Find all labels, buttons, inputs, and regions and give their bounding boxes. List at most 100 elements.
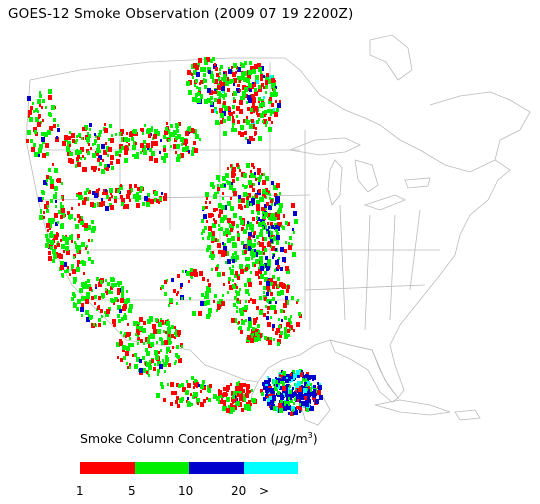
smoke-moderate-pixel: [131, 137, 134, 141]
smoke-high-pixel: [249, 97, 251, 100]
smoke-high-pixel: [260, 219, 263, 223]
smoke-moderate-pixel: [106, 146, 109, 150]
smoke-moderate-pixel: [75, 150, 79, 155]
smoke-low-pixel: [80, 147, 84, 152]
smoke-low-pixel: [255, 271, 259, 276]
smoke-moderate-pixel: [98, 133, 101, 137]
smoke-high-pixel: [276, 235, 280, 240]
smoke-low-pixel: [223, 387, 226, 391]
smoke-low-pixel: [77, 214, 80, 218]
smoke-moderate-pixel: [230, 206, 234, 211]
smoke-moderate-pixel: [210, 71, 213, 75]
smoke-moderate-pixel: [177, 134, 181, 139]
smoke-moderate-pixel: [264, 279, 266, 282]
smoke-moderate-pixel: [87, 132, 89, 135]
smoke-moderate-pixel: [109, 188, 113, 193]
smoke-moderate-pixel: [157, 329, 161, 334]
smoke-moderate-pixel: [306, 408, 309, 412]
smoke-low-pixel: [233, 191, 237, 196]
smoke-moderate-pixel: [89, 128, 91, 131]
smoke-moderate-pixel: [61, 182, 63, 185]
smoke-moderate-pixel: [42, 191, 45, 195]
legend-swatch-very-high: [243, 462, 298, 474]
smoke-low-pixel: [297, 398, 300, 402]
smoke-high-pixel: [180, 283, 183, 287]
smoke-low-pixel: [262, 180, 266, 185]
smoke-low-pixel: [257, 171, 260, 175]
hispaniola: [454, 409, 481, 421]
smoke-low-pixel: [85, 247, 87, 250]
smoke-moderate-pixel: [223, 215, 227, 220]
legend-tick: 10: [178, 484, 194, 498]
smoke-moderate-pixel: [60, 202, 62, 205]
smoke-low-pixel: [97, 136, 100, 140]
smoke-moderate-pixel: [284, 330, 287, 334]
smoke-moderate-pixel: [263, 173, 265, 176]
smoke-low-pixel: [103, 150, 107, 155]
smoke-low-pixel: [230, 383, 232, 386]
smoke-moderate-pixel: [207, 245, 211, 250]
legend-unit-mu: μ: [275, 431, 284, 447]
smoke-moderate-pixel: [226, 228, 229, 232]
smoke-high-pixel: [277, 227, 280, 231]
smoke-moderate-pixel: [105, 288, 107, 291]
smoke-low-pixel: [232, 167, 236, 172]
smoke-moderate-pixel: [248, 180, 252, 185]
smoke-low-pixel: [205, 201, 207, 204]
smoke-moderate-pixel: [269, 289, 271, 292]
smoke-low-pixel: [126, 194, 130, 199]
smoke-moderate-pixel: [232, 395, 235, 399]
smoke-low-pixel: [196, 385, 198, 388]
smoke-moderate-pixel: [137, 335, 139, 338]
smoke-low-pixel: [236, 163, 239, 167]
smoke-moderate-pixel: [73, 303, 77, 308]
smoke-low-pixel: [252, 103, 255, 107]
smoke-moderate-pixel: [246, 163, 250, 168]
smoke-moderate-pixel: [80, 220, 84, 225]
smoke-high-pixel: [159, 364, 163, 369]
smoke-moderate-pixel: [265, 91, 267, 94]
smoke-moderate-pixel: [236, 224, 239, 228]
smoke-high-pixel: [277, 259, 279, 262]
smoke-low-pixel: [231, 318, 235, 323]
smoke-low-pixel: [267, 289, 269, 292]
smoke-moderate-pixel: [30, 139, 33, 143]
smoke-moderate-pixel: [262, 111, 265, 115]
smoke-low-pixel: [237, 276, 240, 280]
smoke-moderate-pixel: [97, 144, 100, 148]
smoke-moderate-pixel: [163, 159, 166, 163]
smoke-low-pixel: [233, 111, 235, 114]
smoke-low-pixel: [172, 346, 174, 349]
smoke-high-pixel: [286, 384, 288, 387]
smoke-low-pixel: [256, 221, 258, 224]
smoke-low-pixel: [283, 303, 287, 308]
smoke-moderate-pixel: [65, 237, 69, 242]
smoke-moderate-pixel: [124, 332, 127, 336]
smoke-moderate-pixel: [129, 337, 131, 340]
smoke-low-pixel: [120, 184, 122, 187]
smoke-moderate-pixel: [235, 318, 237, 321]
smoke-high-pixel: [188, 150, 190, 153]
smoke-moderate-pixel: [182, 140, 184, 143]
smoke-moderate-pixel: [143, 342, 145, 345]
smoke-moderate-pixel: [258, 85, 261, 89]
smoke-moderate-pixel: [161, 341, 164, 345]
smoke-low-pixel: [126, 332, 130, 337]
smoke-moderate-pixel: [57, 124, 59, 127]
smoke-low-pixel: [296, 406, 298, 409]
smoke-low-pixel: [61, 208, 65, 213]
smoke-moderate-pixel: [285, 221, 288, 225]
smoke-moderate-pixel: [154, 191, 158, 196]
smoke-moderate-pixel: [121, 290, 124, 294]
smoke-low-pixel: [154, 141, 158, 146]
smoke-moderate-pixel: [244, 283, 247, 287]
smoke-moderate-pixel: [257, 336, 261, 341]
smoke-moderate-pixel: [265, 207, 267, 210]
smoke-moderate-pixel: [159, 337, 162, 341]
smoke-low-pixel: [78, 203, 80, 206]
smoke-moderate-pixel: [87, 225, 91, 230]
smoke-low-pixel: [258, 87, 262, 92]
smoke-low-pixel: [151, 141, 155, 146]
smoke-moderate-pixel: [290, 321, 292, 324]
smoke-moderate-pixel: [204, 85, 207, 89]
